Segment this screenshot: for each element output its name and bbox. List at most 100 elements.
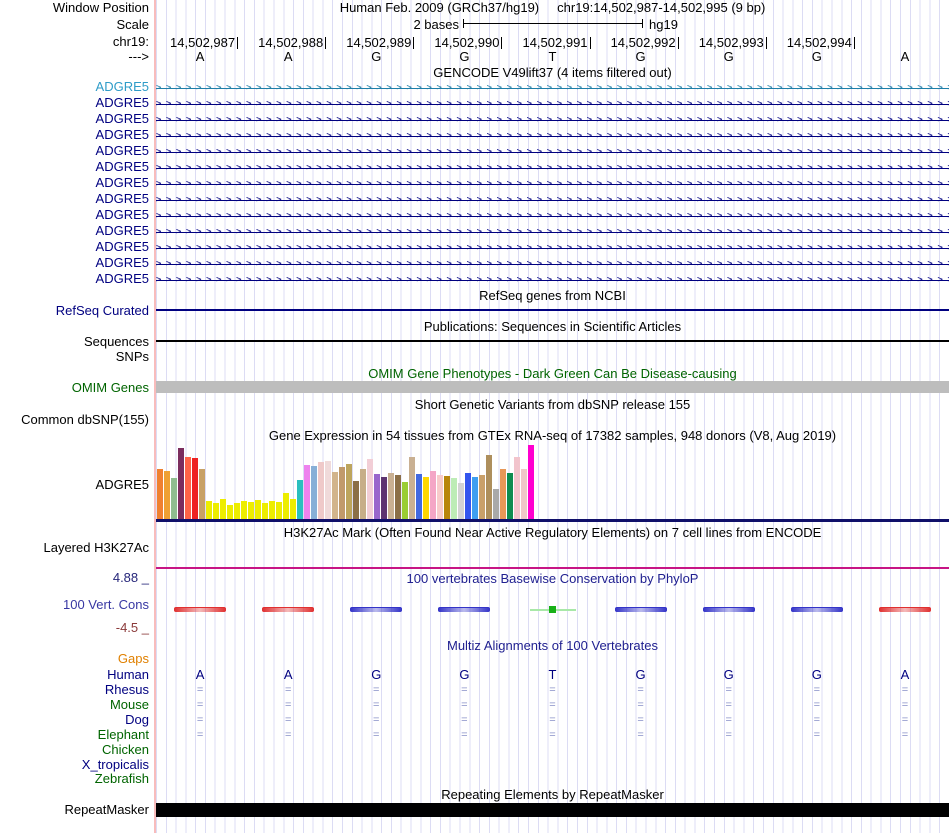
track-label-repeatmasker[interactable]: RepeatMasker [64, 802, 149, 817]
track-label-multiz-gaps[interactable]: Gaps [117, 651, 149, 666]
gtex-expression-bar[interactable] [241, 501, 247, 519]
gtex-expression-bar[interactable] [234, 503, 240, 519]
refseq-gene-line[interactable] [156, 309, 949, 311]
track-label-layered-h3k27ac[interactable]: Layered H3K27Ac [43, 540, 149, 555]
gtex-expression-bar[interactable] [213, 503, 219, 519]
track-display-area[interactable]: Human Feb. 2009 (GRCh37/hg19) chr19:14,50… [156, 0, 949, 833]
track-label-snps[interactable]: SNPs [115, 349, 149, 364]
gtex-expression-bar[interactable] [416, 474, 422, 519]
gtex-expression-bar[interactable] [199, 469, 205, 519]
gene-item-row[interactable]: >>>>>>>>>>>>>>>>>>>>>>>>>>>>>>>>>>>>>>>>… [156, 273, 949, 287]
gtex-expression-bar[interactable] [185, 457, 191, 519]
gtex-expression-bar[interactable] [178, 448, 184, 519]
gtex-expression-bar[interactable] [318, 462, 324, 519]
gene-item-row[interactable]: >>>>>>>>>>>>>>>>>>>>>>>>>>>>>>>>>>>>>>>>… [156, 145, 949, 159]
track-label-multiz-human[interactable]: Human [107, 667, 149, 682]
conservation-mark[interactable] [790, 607, 843, 612]
gencode-item-label[interactable]: ADGRE5 [95, 191, 149, 206]
conservation-mark[interactable] [702, 607, 755, 612]
gtex-expression-bar[interactable] [451, 478, 457, 519]
gtex-expression-bar[interactable] [521, 469, 527, 519]
gtex-expression-bar[interactable] [192, 458, 198, 519]
track-label-gtex-gene[interactable]: ADGRE5 [95, 477, 149, 492]
gtex-expression-bar[interactable] [458, 483, 464, 519]
gtex-expression-bar[interactable] [332, 472, 338, 519]
gtex-expression-bar[interactable] [297, 480, 303, 519]
gtex-expression-bar[interactable] [206, 501, 212, 519]
gtex-expression-bar[interactable] [164, 471, 170, 519]
track-label-multiz-rhesus[interactable]: Rhesus [104, 682, 149, 697]
conservation-mark[interactable] [174, 607, 227, 612]
conservation-mark[interactable] [878, 607, 931, 612]
gtex-expression-bar[interactable] [479, 475, 485, 519]
gencode-item-label[interactable]: ADGRE5 [95, 111, 149, 126]
gtex-expression-bar[interactable] [514, 457, 520, 519]
gtex-expression-bar[interactable] [269, 501, 275, 519]
track-label-multiz-elephant[interactable]: Elephant [97, 727, 149, 742]
track-label-multiz-zebrafish[interactable]: Zebrafish [94, 771, 149, 786]
gtex-expression-bar[interactable] [339, 467, 345, 519]
gencode-item-label[interactable]: ADGRE5 [95, 143, 149, 158]
gtex-expression-bar[interactable] [395, 475, 401, 519]
gencode-item-label[interactable]: ADGRE5 [95, 79, 149, 94]
sequences-item-line[interactable] [156, 340, 949, 342]
gtex-expression-bar[interactable] [423, 477, 429, 519]
gencode-item-label[interactable]: ADGRE5 [95, 95, 149, 110]
conservation-mark[interactable] [438, 607, 491, 612]
omim-gene-bar[interactable] [156, 381, 949, 393]
track-label-multiz-x_tropicalis[interactable]: X_tropicalis [81, 757, 149, 772]
gtex-expression-bar[interactable] [360, 469, 366, 519]
gene-item-row[interactable]: >>>>>>>>>>>>>>>>>>>>>>>>>>>>>>>>>>>>>>>>… [156, 209, 949, 223]
gene-item-row[interactable]: >>>>>>>>>>>>>>>>>>>>>>>>>>>>>>>>>>>>>>>>… [156, 113, 949, 127]
gtex-expression-bar[interactable] [500, 469, 506, 519]
gtex-expression-bar[interactable] [311, 466, 317, 519]
gtex-expression-bar[interactable] [388, 473, 394, 519]
h3k27ac-signal-line[interactable] [156, 567, 949, 569]
gencode-item-label[interactable]: ADGRE5 [95, 207, 149, 222]
gtex-expression-bar[interactable] [283, 493, 289, 519]
gene-item-row[interactable]: >>>>>>>>>>>>>>>>>>>>>>>>>>>>>>>>>>>>>>>>… [156, 257, 949, 271]
gtex-expression-bar[interactable] [220, 499, 226, 519]
track-label-multiz-dog[interactable]: Dog [125, 712, 149, 727]
conservation-mark[interactable] [614, 607, 667, 612]
gtex-expression-bar[interactable] [472, 477, 478, 519]
track-label-common-dbsnp[interactable]: Common dbSNP(155) [21, 412, 149, 427]
gtex-expression-bar[interactable] [248, 502, 254, 519]
gencode-item-label[interactable]: ADGRE5 [95, 127, 149, 142]
gtex-expression-bar[interactable] [262, 503, 268, 519]
track-label-multiz-chicken[interactable]: Chicken [102, 742, 149, 757]
gtex-expression-bar[interactable] [290, 499, 296, 519]
gene-item-row[interactable]: >>>>>>>>>>>>>>>>>>>>>>>>>>>>>>>>>>>>>>>>… [156, 241, 949, 255]
gencode-item-label[interactable]: ADGRE5 [95, 223, 149, 238]
track-label-sequences[interactable]: Sequences [83, 334, 149, 349]
conservation-mark-dot[interactable] [548, 606, 556, 613]
gencode-item-label[interactable]: ADGRE5 [95, 255, 149, 270]
gencode-item-label[interactable]: ADGRE5 [95, 175, 149, 190]
gencode-item-label[interactable]: ADGRE5 [95, 239, 149, 254]
gtex-expression-bar[interactable] [444, 476, 450, 519]
gtex-expression-bar[interactable] [157, 469, 163, 519]
conservation-mark[interactable] [350, 607, 403, 612]
gtex-expression-bar[interactable] [402, 482, 408, 519]
gtex-expression-bar[interactable] [227, 505, 233, 519]
gtex-expression-bar[interactable] [528, 445, 534, 519]
gtex-expression-bar[interactable] [437, 475, 443, 519]
gtex-expression-bar[interactable] [381, 477, 387, 519]
gtex-expression-bar[interactable] [353, 481, 359, 519]
conservation-mark[interactable] [262, 607, 315, 612]
repeatmasker-element-bar[interactable] [156, 803, 949, 817]
gene-item-row[interactable]: >>>>>>>>>>>>>>>>>>>>>>>>>>>>>>>>>>>>>>>>… [156, 161, 949, 175]
gtex-expression-bar[interactable] [374, 474, 380, 519]
gtex-expression-bar[interactable] [346, 464, 352, 519]
gtex-expression-bar[interactable] [507, 473, 513, 519]
track-label-omim-genes[interactable]: OMIM Genes [71, 380, 149, 395]
track-label-100-vert-cons[interactable]: 100 Vert. Cons [63, 597, 149, 612]
track-label-refseq-curated[interactable]: RefSeq Curated [55, 303, 149, 318]
gtex-expression-bar[interactable] [409, 457, 415, 519]
gtex-expression-bar[interactable] [325, 461, 331, 519]
gtex-expression-bar[interactable] [465, 473, 471, 519]
gencode-item-label[interactable]: ADGRE5 [95, 159, 149, 174]
gtex-expression-bar[interactable] [493, 489, 499, 519]
gene-item-row[interactable]: >>>>>>>>>>>>>>>>>>>>>>>>>>>>>>>>>>>>>>>>… [156, 193, 949, 207]
gtex-expression-bar[interactable] [171, 478, 177, 519]
